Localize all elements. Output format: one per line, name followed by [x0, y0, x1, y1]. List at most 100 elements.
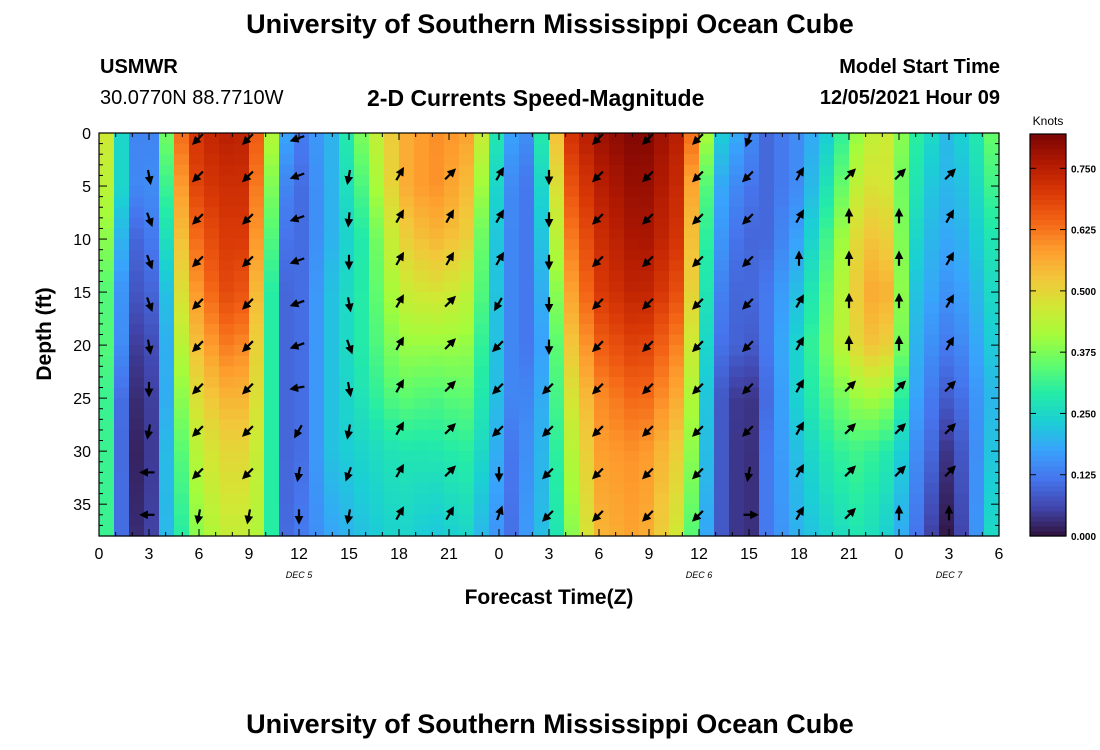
heatmap-cell [444, 398, 460, 410]
heatmap-cell [534, 440, 550, 452]
heatmap-cell [744, 472, 760, 484]
colorbar-segment [1030, 465, 1066, 472]
heatmap-cell [894, 228, 910, 240]
heatmap-cell [864, 196, 880, 208]
heatmap-cell [459, 207, 475, 219]
heatmap-cell [669, 461, 685, 473]
heatmap-cell [714, 345, 730, 357]
heatmap-cell [534, 260, 550, 272]
heatmap-cell [639, 313, 655, 325]
heatmap-cell [114, 366, 130, 378]
heatmap-cell [549, 366, 565, 378]
heatmap-cell [639, 451, 655, 463]
heatmap-cell [579, 429, 595, 442]
heatmap-cell [669, 292, 685, 304]
heatmap-cell [954, 461, 970, 473]
heatmap-cell [339, 387, 355, 399]
heatmap-cell [984, 270, 1000, 283]
colorbar-tick-label: 0.375 [1071, 348, 1096, 359]
heatmap-cell [744, 228, 760, 240]
heatmap-cell [264, 133, 280, 145]
heatmap-cell [204, 355, 220, 367]
current-vector-arrow [289, 341, 305, 350]
heatmap-cell [834, 482, 850, 495]
heatmap-cell [804, 207, 820, 219]
heatmap-cell [339, 302, 355, 314]
heatmap-cell [219, 196, 235, 208]
current-vector-arrow [495, 166, 505, 181]
heatmap-cell [354, 440, 370, 452]
heatmap-cell [669, 387, 685, 399]
heatmap-cell [609, 133, 625, 145]
heatmap-cell [354, 451, 370, 463]
heatmap-cell [399, 239, 415, 251]
heatmap-cell [699, 429, 715, 442]
heatmap-cell [249, 461, 265, 473]
heatmap-cell [354, 196, 370, 208]
colorbar-segment [1030, 309, 1066, 316]
heatmap-cell [99, 366, 115, 378]
heatmap-cell [984, 525, 1000, 537]
heatmap-cell [804, 133, 820, 145]
heatmap-cell [399, 472, 415, 484]
heatmap-cell [474, 429, 490, 442]
heatmap-cell [819, 292, 835, 304]
heatmap-cell [264, 387, 280, 399]
heatmap-cell [99, 186, 115, 198]
heatmap-cell [744, 207, 760, 219]
heatmap-cell [429, 281, 445, 293]
heatmap-cell [204, 249, 220, 261]
heatmap-cell [534, 175, 550, 187]
heatmap-cell [729, 387, 745, 399]
heatmap-cell [294, 504, 310, 516]
heatmap-cell [114, 472, 130, 484]
heatmap-cell [894, 186, 910, 198]
station-name: USMWR [100, 56, 178, 78]
heatmap-cell [564, 133, 580, 145]
heatmap-cell [189, 525, 205, 537]
heatmap-cell [729, 281, 745, 293]
heatmap-cell [699, 366, 715, 378]
heatmap-cell [834, 175, 850, 187]
heatmap-cell [504, 260, 520, 272]
heatmap-cell [129, 387, 145, 399]
heatmap-cell [624, 196, 640, 208]
heatmap-cell [159, 366, 175, 378]
heatmap-cell [894, 164, 910, 177]
heatmap-cell [339, 292, 355, 304]
heatmap-cell [234, 249, 250, 261]
current-vector-arrow [641, 425, 654, 437]
heatmap-cell [129, 345, 145, 357]
heatmap-cell [564, 387, 580, 399]
heatmap-cell [204, 525, 220, 537]
heatmap-cell [669, 207, 685, 219]
heatmap-cell [114, 196, 130, 208]
heatmap-cell [219, 408, 235, 420]
heatmap-cell [864, 504, 880, 516]
heatmap-cell [189, 376, 205, 389]
heatmap-cell [624, 355, 640, 367]
heatmap-cell [504, 514, 520, 526]
date-label: DEC 7 [936, 570, 964, 580]
heatmap-cell [759, 292, 775, 304]
heatmap-cell [414, 186, 430, 198]
heatmap-cell [279, 143, 295, 155]
heatmap-cell [444, 525, 460, 537]
heatmap-cell [174, 249, 190, 261]
heatmap-cell [879, 451, 895, 463]
current-vector-arrow [395, 294, 405, 308]
heatmap-cell [264, 186, 280, 198]
heatmap-cell [234, 387, 250, 399]
heatmap-cell [594, 292, 610, 304]
heatmap-cell [384, 525, 400, 537]
heatmap-cell [474, 493, 490, 505]
heatmap-cell [474, 525, 490, 537]
heatmap-cell [744, 281, 760, 293]
heatmap-cell [249, 164, 265, 177]
heatmap-cell [639, 164, 655, 177]
heatmap-cell [849, 228, 865, 240]
heatmap-cell [429, 387, 445, 399]
heatmap-cell [894, 133, 910, 145]
colorbar-segment [1030, 500, 1066, 507]
heatmap-cell [489, 472, 505, 484]
